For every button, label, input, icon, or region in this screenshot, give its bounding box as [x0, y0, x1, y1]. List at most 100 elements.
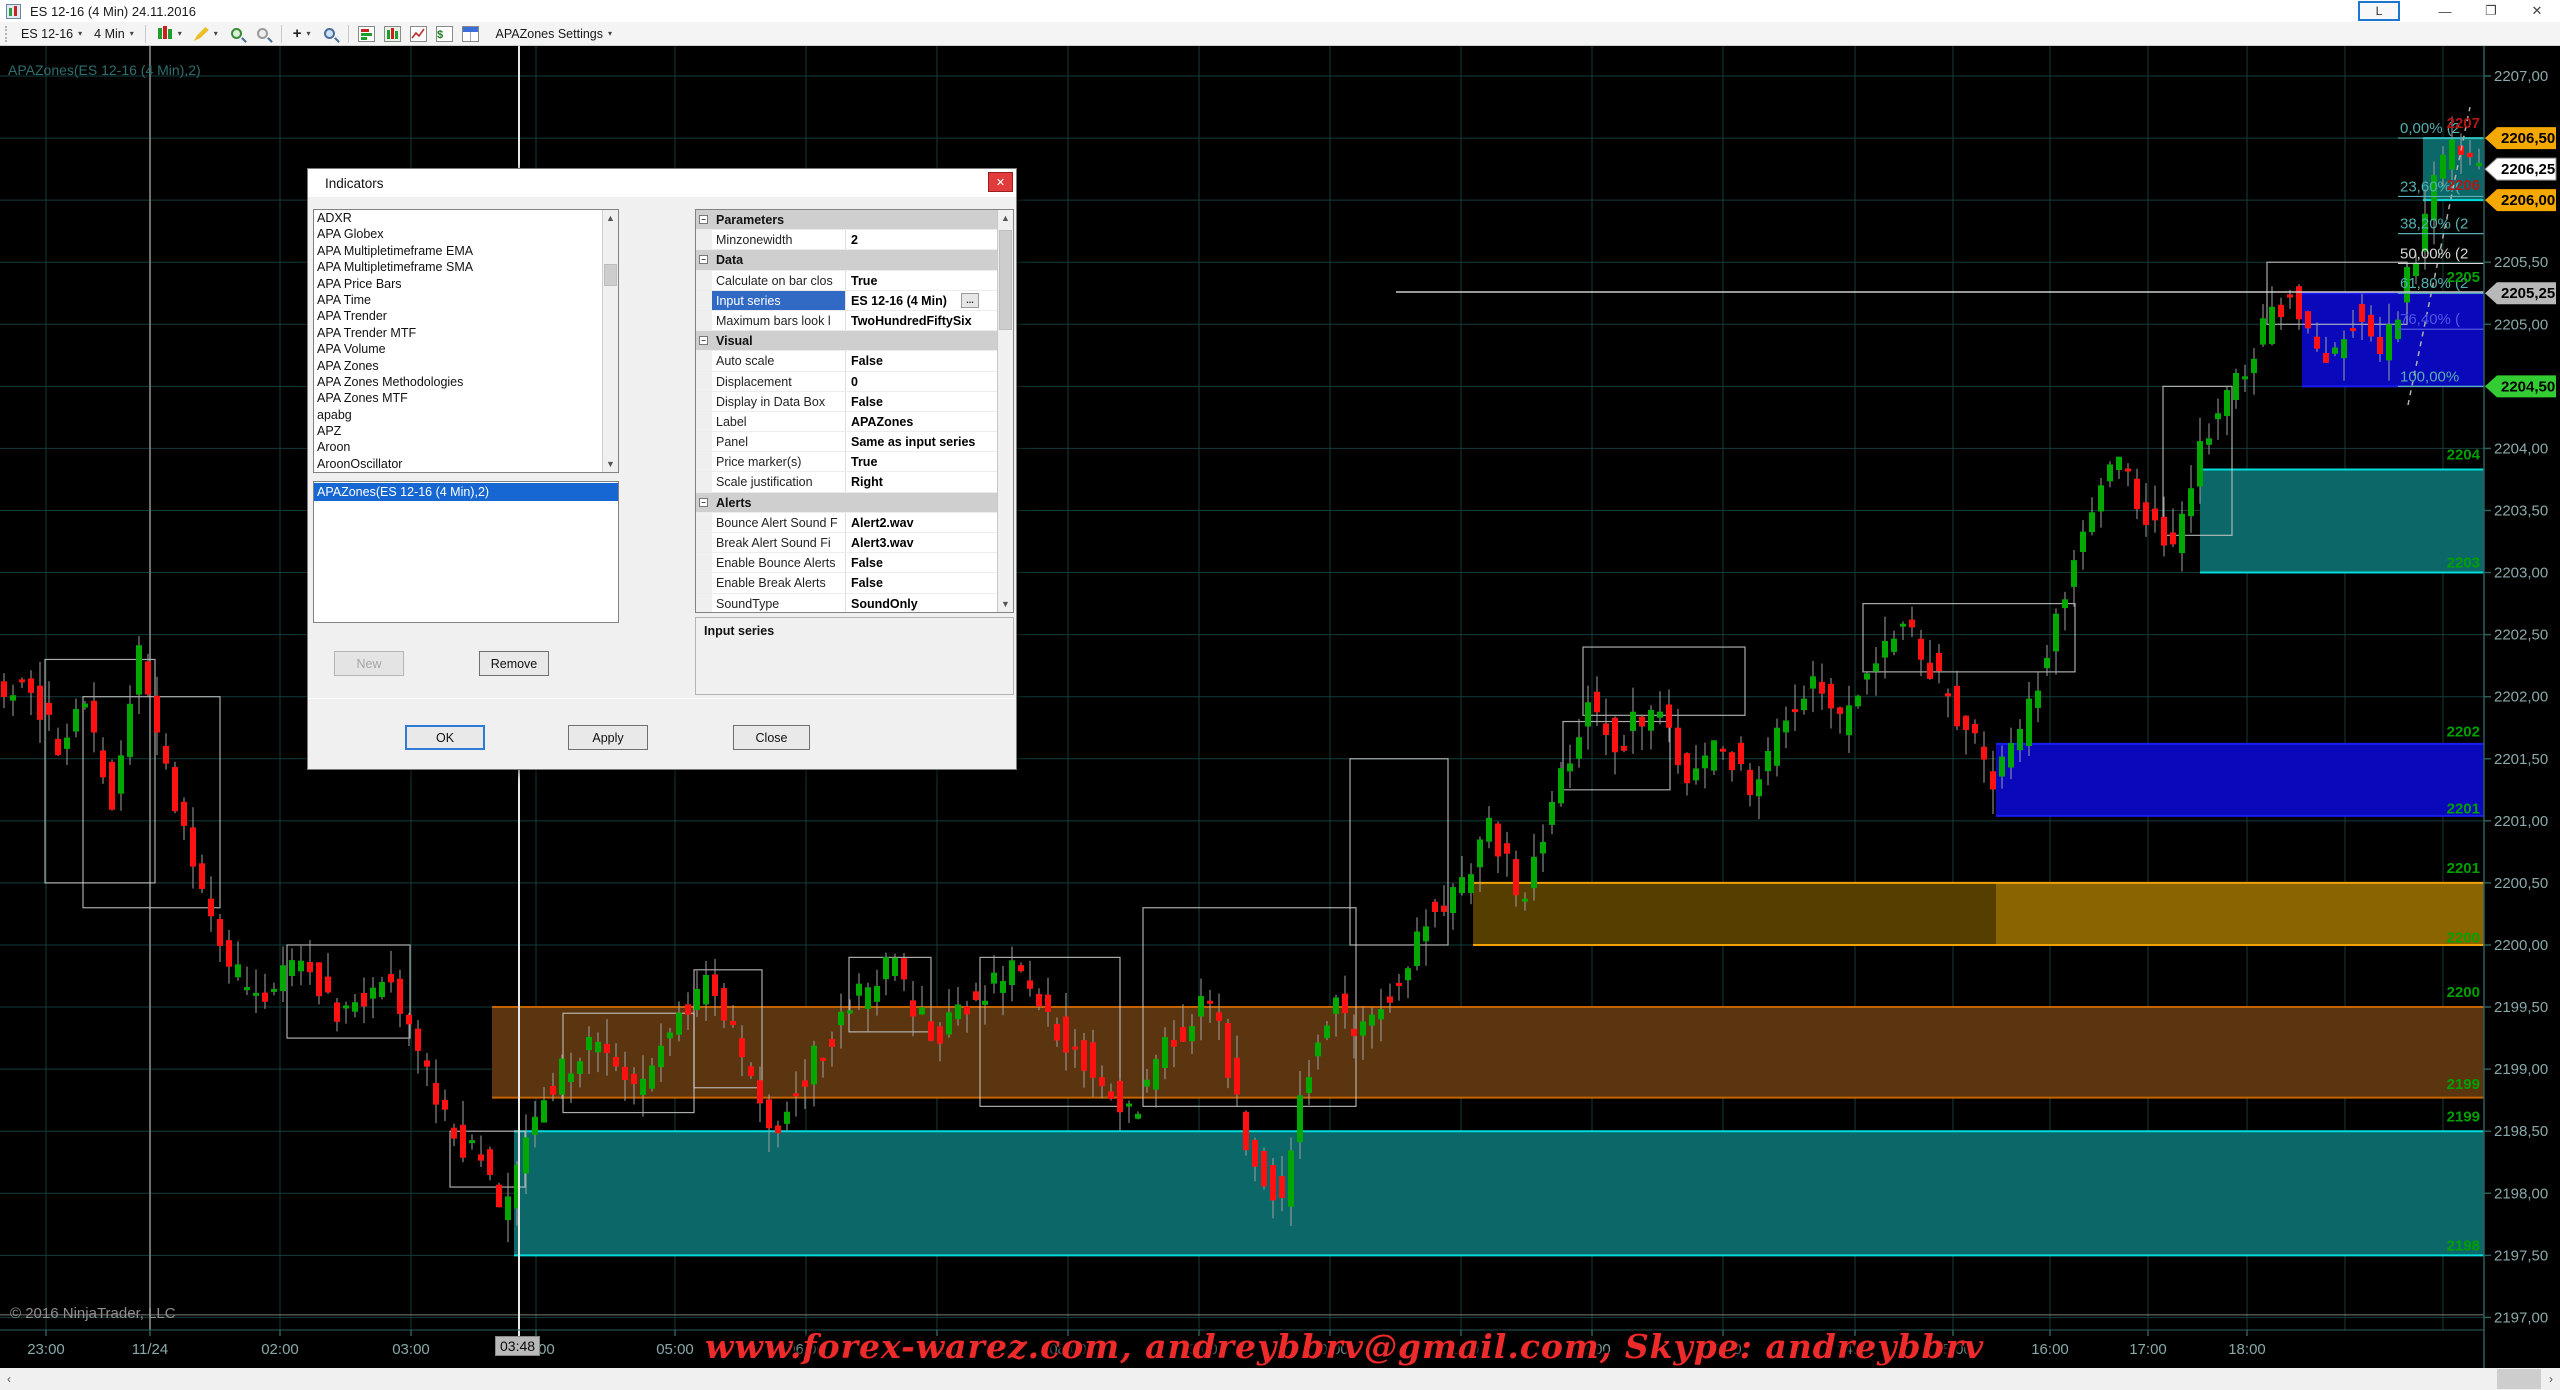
property-row[interactable]: Maximum bars look l TwoHundredFiftySix — [696, 310, 997, 332]
instrument-selector[interactable]: ES 12-16 ▾ — [15, 25, 88, 43]
indicator-list-item[interactable]: APA Multipletimeframe EMA — [317, 243, 474, 258]
indicator-list-item[interactable]: Aroon — [317, 440, 351, 455]
applied-indicators-list[interactable]: APAZones(ES 12-16 (4 Min),2) — [313, 481, 619, 623]
zoom-in-button[interactable] — [227, 25, 247, 43]
property-value[interactable]: APAZones — [851, 414, 914, 429]
collapse-icon[interactable]: − — [699, 497, 708, 507]
property-row[interactable]: Input series ES 12-16 (4 Min)... — [696, 290, 997, 311]
indicator-list-item[interactable]: APA Zones — [317, 358, 379, 373]
scroll-right-arrow[interactable]: › — [2549, 1372, 2553, 1386]
property-value[interactable]: True — [851, 273, 878, 288]
property-value[interactable]: False — [851, 394, 883, 409]
toolbar-grip[interactable] — [5, 25, 10, 42]
property-value[interactable]: Alert2.wav — [851, 515, 914, 530]
data-box-button[interactable] — [320, 25, 340, 43]
property-value[interactable]: ES 12-16 (4 Min)... — [846, 291, 997, 310]
property-row[interactable]: Enable Bounce Alerts False — [696, 553, 997, 574]
window-titlebar[interactable]: ES 12-16 (4 Min) 24.11.2016 L — ❐ ✕ — [0, 0, 2560, 22]
scroll-left-arrow[interactable]: ‹ — [7, 1372, 11, 1386]
property-value[interactable]: TwoHundredFiftySix — [851, 313, 972, 328]
scroll-down-arrow[interactable]: ▼ — [1001, 599, 1010, 609]
property-row[interactable]: Break Alert Sound Fi Alert3.wav — [696, 533, 997, 554]
indicator-list-item[interactable]: APA Zones Methodologies — [317, 374, 464, 389]
scrollbar-thumb[interactable] — [2497, 1369, 2541, 1389]
account-button[interactable]: $ — [435, 25, 455, 43]
property-value[interactable]: Same as input series — [851, 435, 976, 450]
drawing-tools-button[interactable]: ▾ — [188, 24, 224, 43]
link-button[interactable]: L — [2358, 1, 2400, 21]
scroll-up-arrow[interactable]: ▲ — [1001, 213, 1010, 223]
property-value[interactable]: True — [851, 455, 878, 470]
property-row[interactable]: Displacement 0 — [696, 371, 997, 392]
property-category-row[interactable]: − Parameters — [696, 210, 997, 231]
chart-style-button[interactable]: ▾ — [151, 24, 188, 44]
chart-trader-button[interactable] — [383, 25, 403, 43]
available-indicators-list[interactable]: ADXR APA Globex APA Multipletimeframe EMA A… — [313, 209, 619, 473]
property-row[interactable]: Auto scale False — [696, 351, 997, 372]
property-row[interactable]: Label APAZones — [696, 411, 997, 433]
interval-selector[interactable]: 4 Min ▾ — [88, 25, 140, 43]
indicator-list-item[interactable]: ADXR — [317, 211, 352, 225]
ok-button[interactable]: OK — [405, 725, 485, 750]
close-dialog-button[interactable]: Close — [733, 725, 810, 750]
property-value[interactable]: Right — [851, 475, 883, 490]
indicator-list-item[interactable]: AroonOscillator — [317, 456, 403, 471]
indicator-list-item[interactable]: APZ — [317, 424, 342, 439]
property-value[interactable]: Alert3.wav — [851, 536, 914, 550]
scroll-down-arrow[interactable]: ▼ — [606, 459, 615, 469]
indicator-list-item[interactable]: APA Volume — [317, 342, 386, 357]
close-button[interactable]: ✕ — [2531, 3, 2543, 18]
property-row[interactable]: Panel Same as input series — [696, 432, 997, 453]
cursor-mode-button[interactable]: + ▾ — [287, 25, 317, 43]
property-value[interactable]: 2 — [851, 233, 858, 248]
property-category-row[interactable]: − Visual — [696, 331, 997, 352]
property-value[interactable]: SoundOnly — [851, 596, 918, 611]
data-grid-button[interactable] — [461, 25, 481, 43]
property-value[interactable]: False — [851, 556, 883, 571]
property-row[interactable]: Calculate on bar clos True — [696, 270, 997, 291]
dialog-titlebar[interactable]: Indicators — [308, 169, 1016, 197]
new-button[interactable]: New — [334, 651, 404, 676]
indicator-list-item[interactable]: APA Globex — [317, 227, 384, 242]
restore-button[interactable]: ❐ — [2485, 3, 2497, 18]
minimize-button[interactable]: — — [2438, 3, 2452, 19]
property-row[interactable]: SoundType SoundOnly — [696, 593, 997, 612]
indicator-properties-grid[interactable]: − Parameters Minzonewidth 2 − Data Calculate o… — [695, 209, 1014, 613]
collapse-icon[interactable]: − — [699, 215, 708, 224]
collapse-icon[interactable]: − — [699, 255, 708, 265]
indicator-list-item[interactable]: APA Time — [317, 292, 371, 307]
scrollbar-thumb[interactable] — [999, 230, 1012, 330]
snapshot-button[interactable] — [409, 25, 429, 43]
indicator-list-item[interactable]: APA Multipletimeframe SMA — [317, 260, 474, 275]
available-list-scrollbar[interactable]: ▲ ▼ — [602, 210, 618, 472]
property-value[interactable]: False — [851, 354, 883, 369]
indicator-list-item[interactable]: APA Zones MTF — [317, 391, 408, 406]
indicator-list-item[interactable]: APA Price Bars — [317, 276, 402, 291]
indicator-list-item[interactable]: APA Trender — [317, 309, 387, 324]
indicator-list-item[interactable]: apabg — [317, 407, 352, 422]
properties-scrollbar[interactable]: ▲ ▼ — [997, 210, 1013, 612]
collapse-icon[interactable]: − — [699, 336, 708, 346]
scrollbar-thumb[interactable] — [604, 264, 617, 286]
property-row[interactable]: Enable Break Alerts False — [696, 573, 997, 594]
remove-button[interactable]: Remove — [479, 651, 549, 676]
scroll-up-arrow[interactable]: ▲ — [606, 213, 615, 223]
property-category-row[interactable]: − Data — [696, 250, 997, 271]
bars-tool-button[interactable] — [357, 25, 377, 43]
zoom-out-button[interactable] — [253, 25, 273, 43]
property-row[interactable]: Minzonewidth 2 — [696, 230, 997, 251]
apazones-settings-menu[interactable]: APAZones Settings ▾ — [490, 25, 618, 43]
dialog-close-button[interactable]: ✕ — [988, 172, 1013, 192]
horizontal-scrollbar[interactable]: ‹ › — [0, 1368, 2560, 1390]
ellipsis-button[interactable]: ... — [961, 292, 979, 308]
property-value[interactable]: 0 — [851, 374, 858, 389]
property-row[interactable]: Display in Data Box False — [696, 391, 997, 412]
property-value[interactable]: False — [851, 576, 883, 591]
applied-indicator-item[interactable]: APAZones(ES 12-16 (4 Min),2) — [314, 483, 618, 501]
property-row[interactable]: Scale justification Right — [696, 472, 997, 493]
property-row[interactable]: Bounce Alert Sound F Alert2.wav — [696, 512, 997, 533]
property-category-row[interactable]: − Alerts — [696, 492, 997, 513]
indicator-list-item[interactable]: APA Trender MTF — [317, 325, 417, 340]
apply-button[interactable]: Apply — [568, 725, 648, 750]
property-row[interactable]: Price marker(s) True — [696, 452, 997, 473]
